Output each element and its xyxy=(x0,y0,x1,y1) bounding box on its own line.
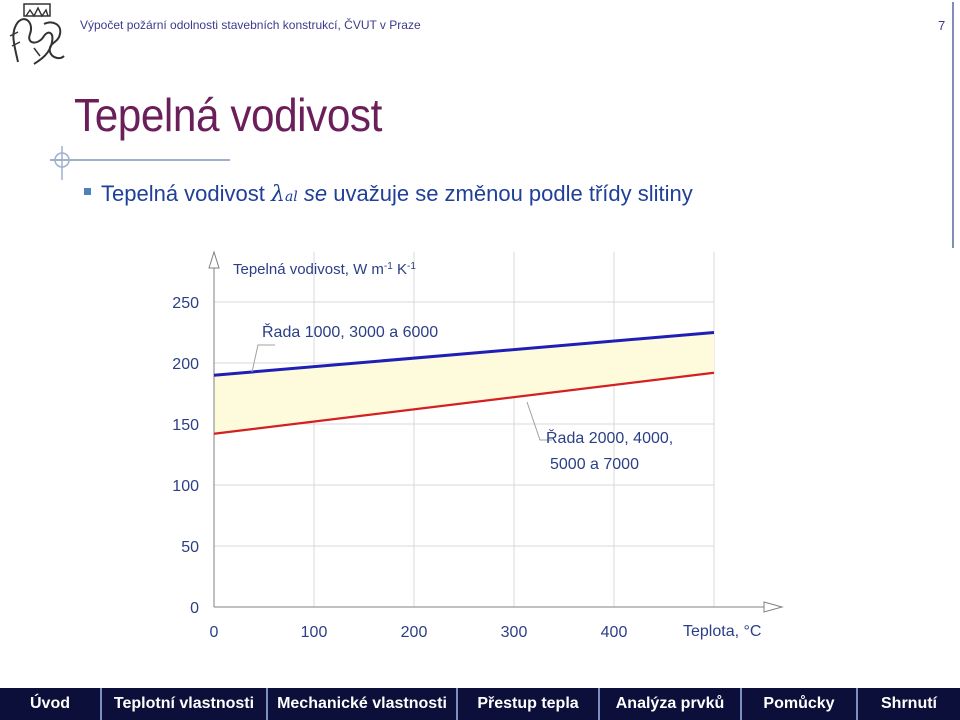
nav-item-3[interactable]: Mechanické vlastnosti xyxy=(268,688,458,720)
university-logo xyxy=(9,3,65,65)
bullet-text-part: uvažuje se změnou podle třídy slitiny xyxy=(327,181,693,206)
right-divider xyxy=(952,2,954,248)
bottom-navigation: Úvod Teplotní vlastnosti Mechanické vlastn… xyxy=(0,688,960,720)
nav-item-6[interactable]: Pomůcky xyxy=(742,688,858,720)
y-tick-label: 100 xyxy=(172,478,199,495)
bullet-text-part-italic: se xyxy=(297,181,328,206)
chart-series xyxy=(213,331,715,435)
bullet-text-part: Tepelná vodivost xyxy=(101,181,271,206)
annotation-label-1: Řada 1000, 3000 a 6000 xyxy=(262,322,438,341)
y-tick-label: 150 xyxy=(172,417,199,434)
x-tick-label: 200 xyxy=(401,624,428,641)
series-line-1 xyxy=(213,331,715,377)
x-tick-label: 300 xyxy=(501,624,528,641)
presentation-header: Výpočet požární odolnosti stavebních kon… xyxy=(80,18,421,32)
x-tick-label: 100 xyxy=(301,624,328,641)
y-tick-label: 0 xyxy=(190,600,199,617)
nav-item-7[interactable]: Shrnutí xyxy=(881,695,937,712)
annotation-leader-2 xyxy=(526,401,552,441)
y-axis-label: Tepelná vodivost, W m-1 K-1 xyxy=(233,261,416,279)
thermal-conductivity-chart: 0 50 100 150 200 250 0 100 200 300 400 Tepelná vod… xyxy=(172,250,784,641)
fill-between-series xyxy=(214,332,714,434)
series-line-2 xyxy=(213,371,715,435)
annotation-label-2: 5000 a 7000 xyxy=(550,456,639,473)
x-tick-label: 0 xyxy=(210,624,219,641)
chart-labels: Tepelná vodivost, W m-1 K-1 Teplota, °C Řa… xyxy=(233,261,761,641)
lambda-subscript: al xyxy=(284,189,298,205)
nav-item-1[interactable]: Úvod xyxy=(0,688,102,720)
annotation-label-2: Řada 2000, 4000, xyxy=(546,428,673,447)
y-tick-label: 250 xyxy=(172,295,199,312)
y-axis-arrow xyxy=(208,250,220,269)
annotation-leader-1 xyxy=(251,344,275,373)
crosshair-rule-icon xyxy=(50,146,230,180)
y-tick-label: 200 xyxy=(172,356,199,373)
x-tick-label: 400 xyxy=(601,624,628,641)
bullet-text: Tepelná vodivost λal se uvažuje se změno… xyxy=(101,181,693,207)
y-tick-label: 50 xyxy=(181,539,199,556)
nav-item-2[interactable]: Teplotní vlastnosti xyxy=(102,688,268,720)
bullet-icon xyxy=(84,188,91,195)
chart-tick-labels: 0 50 100 150 200 250 0 100 200 300 400 xyxy=(172,295,627,641)
slide-title: Tepelná vodivost xyxy=(74,89,382,141)
nav-item-5[interactable]: Analýza prvků xyxy=(600,688,742,720)
chart-axes xyxy=(208,250,784,613)
nav-item-4[interactable]: Přestup tepla xyxy=(458,688,600,720)
page-number: 7 xyxy=(938,18,946,33)
x-axis-arrow xyxy=(763,601,784,613)
lambda-symbol: λ xyxy=(271,182,285,207)
x-axis-label: Teplota, °C xyxy=(683,623,761,640)
